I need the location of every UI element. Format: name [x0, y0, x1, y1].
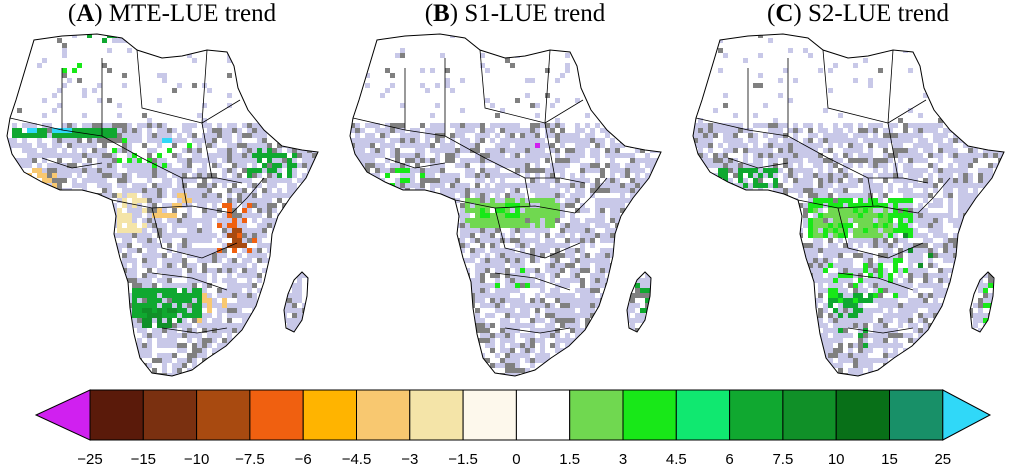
- colorbar-segment: [835, 389, 891, 441]
- colorbar-tick-label: −3: [401, 451, 418, 466]
- colorbar-segment: [729, 389, 784, 441]
- panel-a-title-text: MTE-LUE trend: [108, 0, 277, 27]
- panel-c: (C) S2-LUE trend: [688, 0, 1024, 385]
- colorbar-segment: [569, 389, 624, 441]
- colorbar-tick-label: −10: [184, 451, 209, 466]
- panel-c-title: (C) S2-LUE trend: [767, 0, 949, 27]
- colorbar-segment: [409, 389, 464, 441]
- panel-a: (A) MTE-LUE trend: [2, 0, 342, 385]
- panel-b-letter: B: [433, 0, 450, 27]
- colorbar-segment: [782, 389, 837, 441]
- madagascar-coastline: [969, 271, 995, 333]
- colorbar-segment: [356, 389, 411, 441]
- madagascar-coastline: [283, 271, 309, 333]
- colorbar-tick-label: −25: [77, 451, 102, 466]
- colorbar-tick-label: −15: [131, 451, 156, 466]
- panel-c-title-text: S2-LUE trend: [808, 0, 949, 27]
- colorbar-tick-label: 4.5: [666, 451, 687, 466]
- colorbar-tick-label: 7.5: [772, 451, 793, 466]
- africa-coastline: [349, 33, 662, 377]
- colorbar-segment: [249, 389, 304, 441]
- colorbar: −25 −15 −10 −7.5 −6 −4.5 −3 −1.5 0 1.5 3 4.5 6 7.5 10 1…: [34, 389, 992, 466]
- colorbar-tick-label: −4.5: [342, 451, 372, 466]
- colorbar-tick-label: 6: [725, 451, 733, 466]
- colorbar-over-arrow: [942, 389, 992, 441]
- colorbar-tick-label: 3: [619, 451, 627, 466]
- colorbar-tick-label: −1.5: [448, 451, 478, 466]
- colorbar-tick-label: 25: [934, 451, 951, 466]
- colorbar-segment: [622, 389, 677, 441]
- africa-coastline: [692, 33, 1005, 377]
- colorbar-tick-label: 0: [512, 451, 520, 466]
- panel-a-letter: A: [76, 0, 95, 27]
- panel-b: (B) S1-LUE trend: [345, 0, 685, 385]
- country-borders: [9, 49, 265, 334]
- panel-b-title-text: S1-LUE trend: [464, 0, 606, 27]
- colorbar-segment: [196, 389, 251, 441]
- madagascar-coastline: [626, 271, 652, 333]
- colorbar-tick-label: −6: [295, 451, 312, 466]
- colorbar-segment: [142, 389, 198, 441]
- africa-coastline: [6, 33, 319, 377]
- colorbar-segment: [302, 389, 358, 441]
- africa-map-mte: [6, 33, 319, 377]
- colorbar-segment: [515, 389, 571, 441]
- colorbar-under-arrow: [34, 389, 91, 441]
- colorbar-segment: [889, 389, 944, 441]
- panel-c-letter: C: [775, 0, 794, 27]
- colorbar-tick-label: 1.5: [559, 451, 580, 466]
- colorbar-segment: [89, 389, 144, 441]
- colorbar-tick-label: −7.5: [235, 451, 265, 466]
- panel-b-title: (B) S1-LUE trend: [424, 0, 606, 27]
- colorbar-tick-label: 15: [881, 451, 898, 466]
- colorbar-tick-label: 10: [828, 451, 845, 466]
- colorbar-segment: [675, 389, 731, 441]
- panel-a-title: (A) MTE-LUE trend: [67, 0, 277, 27]
- country-borders: [352, 49, 608, 334]
- africa-map-s1: [349, 33, 662, 377]
- africa-map-s2: [692, 33, 1005, 377]
- country-borders: [695, 49, 951, 334]
- colorbar-segment: [462, 389, 517, 441]
